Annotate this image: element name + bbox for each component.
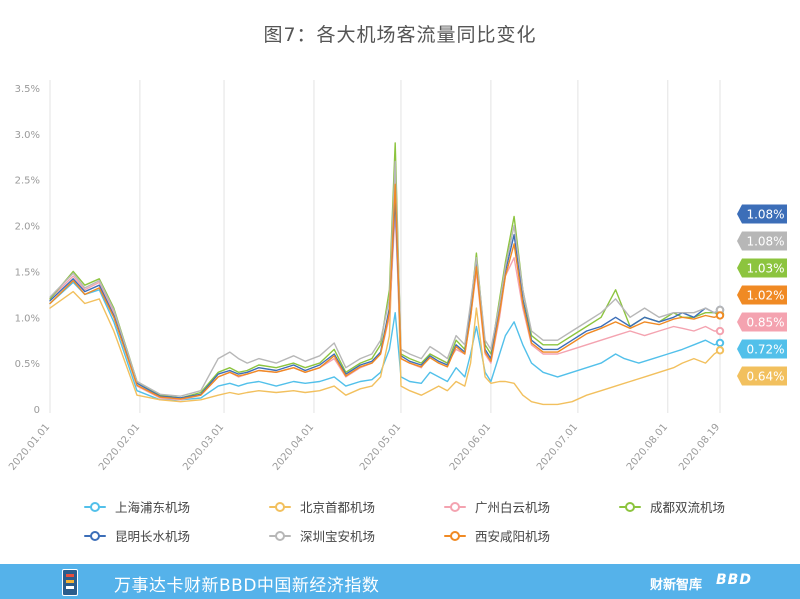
legend-label: 深圳宝安机场 [300,529,376,544]
x-tick-label: 2020.07.01 [535,422,580,473]
end-value-tag [737,285,787,305]
legend-swatch-icon [84,501,106,512]
legend: 上海浦东机场 北京首都机场 广州白云机场 成都双流机场昆明长水机场 深圳宝安机场 西安咸阳… [84,497,774,545]
end-value-tag [737,204,787,224]
end-value-label: 1.02% [746,289,784,303]
series [49,142,725,406]
end-value-tag [737,258,787,278]
end-value-label: 1.08% [746,208,784,222]
x-tick-label: 2020.01.01 [7,422,52,473]
series-line [49,197,721,399]
legend-item: 深圳宝安机场 [269,526,444,545]
legend-label: 北京首都机场 [300,500,376,515]
series-end-marker [715,346,725,355]
series-line [49,183,721,400]
axes: 2020.01.01 2020.02.01 2020.03.01 2020.04.01… [7,84,722,473]
series-line [49,281,721,401]
y-tick-label: 1.5% [15,267,40,278]
legend-item: 西安咸阳机场 [444,526,619,545]
legend-item: 北京首都机场 [269,497,444,516]
chart-title: 图7：各大机场客流量同比变化 [263,24,537,46]
x-tick-label: 2020.08.01 [625,422,670,473]
series-end-marker [715,326,725,336]
series-line [49,211,721,401]
end-value-label: 1.03% [746,262,784,276]
footer-brand-bbd: BBD [716,572,752,588]
legend-label: 上海浦东机场 [115,500,191,515]
y-tick-label: 3.5% [15,84,40,95]
legend-swatch-icon [269,530,291,541]
x-tick-label: 2020.04.01 [271,422,316,473]
legend-label: 成都双流机场 [650,500,726,515]
y-tick-label: 0 [34,405,40,416]
legend-swatch-icon [444,501,466,512]
x-tick-label: 2020.08.19 [677,422,722,473]
x-tick-label: 2020.03.01 [181,422,226,473]
x-tick-label: 2020.06.01 [448,422,493,473]
grid [49,80,721,413]
legend-label: 昆明长水机场 [115,529,191,544]
legend-swatch-icon [619,501,641,512]
series-line [49,178,721,406]
series-end-marker [715,338,725,348]
card-logo-icon [62,569,78,596]
y-tick-label: 2.5% [15,176,40,187]
series-line [49,142,721,399]
legend-swatch-icon [444,530,466,541]
end-value-tag [737,366,787,386]
footer-index-name: 万事达卡财新BBD中国新经济指数 [114,576,380,596]
y-tick-label: 1.0% [15,313,40,324]
legend-item: 昆明长水机场 [84,526,269,545]
y-tick-label: 2.0% [15,222,40,233]
x-tick-label: 2020.02.01 [97,422,142,473]
end-value-tag [737,339,787,359]
end-labels: 1.08% 1.08% 1.03% 1.02% 0.85% 0.72% 0.64% [737,204,787,386]
y-tick-label: 3.0% [15,130,40,141]
legend-swatch-icon [84,530,106,541]
end-value-tag [737,231,787,251]
end-value-label: 1.08% [746,235,784,249]
end-value-label: 0.72% [746,343,784,357]
footer-brand-cn: 财新智库 [650,578,703,593]
y-tick-label: 0.5% [15,359,40,370]
series-line [49,160,721,397]
series-end-marker [715,311,725,320]
end-value-label: 0.64% [746,370,784,384]
legend-item: 上海浦东机场 [84,497,269,516]
footer-bar: 万事达卡财新BBD中国新经济指数 财新智库 BBD [0,564,800,599]
end-value-tag [737,312,787,332]
x-tick-label: 2020.05.01 [358,422,403,473]
legend-item: 广州白云机场 [444,497,619,516]
legend-item: 成都双流机场 [619,497,779,516]
legend-label: 广州白云机场 [475,500,551,515]
legend-swatch-icon [269,501,291,512]
legend-label: 西安咸阳机场 [475,529,551,544]
end-value-label: 0.85% [746,316,784,330]
